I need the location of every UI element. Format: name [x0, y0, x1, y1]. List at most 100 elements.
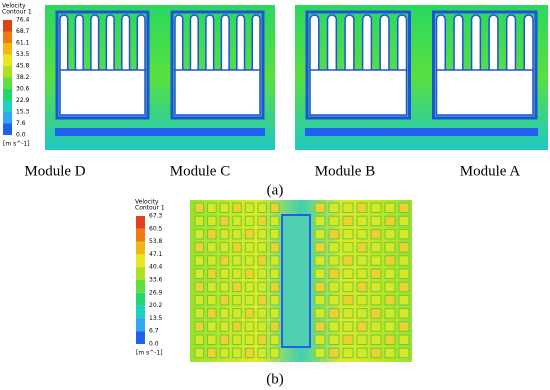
cell [257, 215, 267, 227]
cell [384, 215, 396, 227]
cell [244, 334, 255, 345]
colorbar-segment [136, 254, 145, 268]
cell [384, 281, 396, 293]
cell [194, 308, 205, 319]
cell [342, 281, 354, 293]
colorbar-label: 0.0 [16, 132, 26, 139]
cell [207, 321, 217, 332]
cell [356, 334, 368, 345]
colorbar-label: 6.7 [149, 328, 159, 335]
cell [219, 242, 230, 253]
cell [398, 294, 410, 306]
cell [257, 321, 267, 332]
cell [257, 202, 267, 213]
cell [219, 347, 230, 359]
fin [470, 14, 482, 76]
colorbar-segment [136, 216, 145, 229]
cell [232, 308, 242, 319]
cell [328, 294, 340, 306]
cell [207, 268, 217, 279]
contour-image-b [190, 200, 412, 362]
legend-title: Contour 1 [135, 205, 165, 212]
colorbar-segment [136, 292, 145, 306]
colorbar-label: 0.0 [149, 341, 159, 348]
cell [342, 268, 354, 279]
cell [328, 228, 340, 240]
colorbar-label: 26.9 [149, 289, 163, 296]
cell [269, 334, 280, 345]
cell [257, 268, 267, 279]
module-label: Module C [170, 163, 230, 179]
cell [244, 202, 255, 213]
cell [244, 281, 255, 293]
cell [314, 281, 326, 293]
cell [370, 334, 382, 345]
cell [219, 321, 230, 332]
cell [219, 334, 230, 345]
cell [194, 202, 205, 213]
cell [328, 308, 340, 319]
fin [379, 14, 390, 76]
cell [314, 215, 326, 227]
cell [269, 347, 280, 359]
fin [344, 14, 355, 76]
colorbar-label: 53.5 [16, 51, 30, 58]
cell [398, 334, 410, 345]
module-outline [432, 10, 538, 120]
cell [384, 294, 396, 306]
colorbar-label: 40.4 [149, 264, 163, 271]
fin [505, 14, 517, 76]
colorbar-label: 68.7 [16, 28, 30, 35]
colorbar-label: 15.3 [16, 109, 30, 116]
cell [207, 294, 217, 306]
cell [328, 255, 340, 266]
cell [328, 321, 340, 332]
cell [207, 334, 217, 345]
cell [314, 255, 326, 266]
base [174, 69, 261, 116]
cell [194, 242, 205, 253]
cell [194, 294, 205, 306]
cell [314, 334, 326, 345]
bottom-channel [55, 128, 265, 136]
fin [220, 14, 230, 76]
cell [244, 308, 255, 319]
cell [244, 321, 255, 332]
colorbar-label: 13.5 [149, 315, 163, 322]
cell [342, 242, 354, 253]
cell [219, 308, 230, 319]
colorbar-segment [136, 280, 145, 293]
cell [207, 202, 217, 213]
cell [342, 308, 354, 319]
legend-title: Velocity [135, 199, 159, 206]
fin [105, 14, 115, 76]
colorbar-segment [136, 267, 145, 280]
cell [257, 255, 267, 266]
module-outline [305, 10, 411, 120]
cell [370, 308, 382, 319]
cell [328, 215, 340, 227]
cell [314, 321, 326, 332]
cell [356, 268, 368, 279]
cell [398, 281, 410, 293]
cell [269, 321, 280, 332]
fin [435, 14, 447, 76]
cell [244, 228, 255, 240]
cell [398, 242, 410, 253]
colorbar-label: 45.8 [16, 63, 30, 70]
cell [356, 294, 368, 306]
cell [328, 281, 340, 293]
cell [232, 255, 242, 266]
colorbar-label: 38.2 [16, 74, 30, 81]
cell [314, 347, 326, 359]
module-label: Module D [24, 163, 85, 179]
colorbar-label: 76.4 [16, 17, 30, 24]
fin [121, 14, 131, 76]
fin [326, 14, 338, 76]
colorbar-segment [3, 77, 12, 89]
cell [370, 202, 382, 213]
colorbar-segment [136, 228, 145, 242]
cell [219, 281, 230, 293]
cell [244, 242, 255, 253]
cell [194, 228, 205, 240]
